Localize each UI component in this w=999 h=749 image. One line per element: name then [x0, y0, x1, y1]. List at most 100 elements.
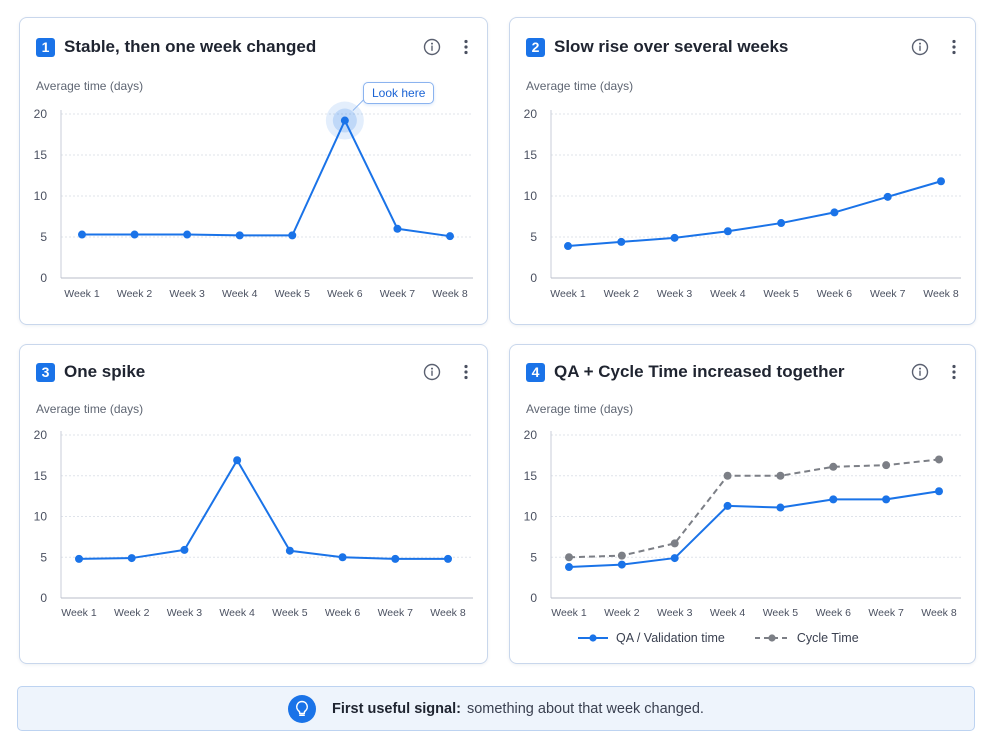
- info-icon[interactable]: [423, 38, 441, 56]
- y-tick-label: 0: [40, 271, 47, 285]
- more-options-icon[interactable]: [457, 363, 475, 381]
- x-tick-label: Week 7: [868, 607, 904, 619]
- data-point: [180, 545, 189, 554]
- data-point: [776, 471, 785, 480]
- data-point: [617, 551, 626, 560]
- legend-swatch-qa: [578, 634, 608, 642]
- data-point: [883, 192, 892, 201]
- x-tick-label: Week 2: [117, 288, 153, 300]
- x-tick-label: Week 7: [870, 288, 906, 300]
- y-tick-label: 10: [524, 189, 538, 203]
- legend-label: Cycle Time: [796, 631, 859, 645]
- card-title: One spike: [64, 362, 146, 381]
- x-tick-label: Week 5: [763, 607, 799, 619]
- y-tick-label: 20: [34, 428, 48, 442]
- y-axis-label: Average time (days): [526, 402, 634, 416]
- y-axis-label: Average time (days): [36, 79, 144, 93]
- data-point: [393, 224, 402, 233]
- data-point: [937, 177, 945, 186]
- chart-card-4: 4 QA + Cycle Time increased together Ave…: [509, 344, 976, 664]
- x-tick-label: Week 5: [272, 607, 308, 619]
- y-axis-label: Average time (days): [36, 402, 144, 416]
- x-tick-label: Week 7: [380, 288, 416, 300]
- x-tick-label: Week 8: [432, 288, 468, 300]
- data-point: [183, 230, 192, 239]
- x-tick-label: Week 3: [167, 607, 203, 619]
- y-axis-label: Average time (days): [526, 79, 634, 93]
- card-number-badge: 1: [36, 37, 55, 57]
- y-tick-label: 0: [40, 591, 47, 605]
- data-point: [75, 554, 83, 563]
- card-number-badge: 4: [526, 362, 545, 382]
- card-header: 1 Stable, then one week changed: [36, 34, 475, 60]
- data-point: [130, 230, 139, 239]
- x-tick-label: Week 8: [430, 607, 466, 619]
- data-point: [935, 487, 943, 496]
- y-tick-label: 15: [524, 469, 538, 483]
- data-point: [670, 539, 679, 548]
- data-point: [288, 231, 297, 240]
- x-tick-label: Week 6: [327, 288, 363, 300]
- x-tick-label: Week 6: [816, 607, 852, 619]
- x-tick-label: Week 8: [921, 607, 957, 619]
- x-tick-label: Week 7: [378, 607, 414, 619]
- data-point: [723, 501, 732, 510]
- banner-label: First useful signal:: [332, 700, 461, 717]
- data-point: [340, 116, 349, 125]
- card-number-badge: 3: [36, 362, 55, 382]
- data-point: [882, 461, 891, 470]
- data-point: [935, 455, 943, 464]
- x-tick-label: Week 4: [222, 288, 258, 300]
- line-chart: 0 5 10 15 20 Week 1 Week 2 Week 3 Week 4 Week 5 We…: [34, 96, 473, 300]
- data-point: [78, 230, 86, 239]
- card-header: 2 Slow rise over several weeks: [526, 34, 963, 60]
- info-icon[interactable]: [911, 38, 929, 56]
- y-tick-label: 10: [524, 510, 538, 524]
- y-tick-label: 15: [34, 148, 48, 162]
- data-point: [565, 563, 573, 572]
- legend-swatch-cycle: [754, 634, 789, 642]
- series-line: [78, 459, 448, 560]
- y-tick-label: 20: [524, 107, 538, 121]
- data-point: [723, 227, 732, 236]
- x-tick-label: Week 2: [114, 607, 150, 619]
- chart-card-1: 1 Stable, then one week changed Average …: [19, 17, 488, 325]
- x-tick-label: Week 1: [64, 288, 100, 300]
- data-point: [670, 554, 679, 563]
- data-point: [670, 233, 679, 242]
- more-options-icon[interactable]: [945, 38, 963, 56]
- x-tick-label: Week 6: [325, 607, 361, 619]
- data-point: [830, 208, 839, 217]
- data-point: [235, 231, 244, 240]
- x-tick-label: Week 2: [604, 607, 640, 619]
- data-point: [882, 495, 891, 504]
- card-title: QA + Cycle Time increased together: [554, 362, 845, 381]
- x-tick-label: Week 5: [763, 288, 799, 300]
- x-tick-label: Week 1: [551, 607, 587, 619]
- data-point: [444, 554, 452, 563]
- x-tick-label: Week 2: [604, 288, 640, 300]
- data-point: [127, 554, 136, 563]
- more-options-icon[interactable]: [457, 38, 475, 56]
- y-tick-label: 5: [40, 230, 47, 244]
- info-icon[interactable]: [423, 363, 441, 381]
- series-line: [568, 490, 940, 569]
- data-point: [829, 462, 838, 471]
- y-tick-label: 15: [524, 148, 538, 162]
- x-tick-label: Week 4: [710, 607, 746, 619]
- data-point: [617, 560, 626, 569]
- y-tick-label: 20: [524, 428, 538, 442]
- y-tick-label: 5: [530, 550, 537, 564]
- card-number-badge: 2: [526, 37, 545, 57]
- data-point: [565, 553, 573, 562]
- x-tick-label: Week 8: [923, 288, 959, 300]
- legend-item-cycle: Cycle Time: [754, 631, 859, 645]
- info-icon[interactable]: [911, 363, 929, 381]
- x-tick-label: Week 1: [550, 288, 586, 300]
- line-chart: 0 5 10 15 20 Week 1 Week 2 Week 3 Week 4 Week 5 We…: [524, 107, 961, 300]
- y-tick-label: 5: [530, 230, 537, 244]
- card-header: 3 One spike: [36, 359, 475, 385]
- data-point: [723, 471, 732, 480]
- more-options-icon[interactable]: [945, 363, 963, 381]
- series-line: [568, 458, 940, 559]
